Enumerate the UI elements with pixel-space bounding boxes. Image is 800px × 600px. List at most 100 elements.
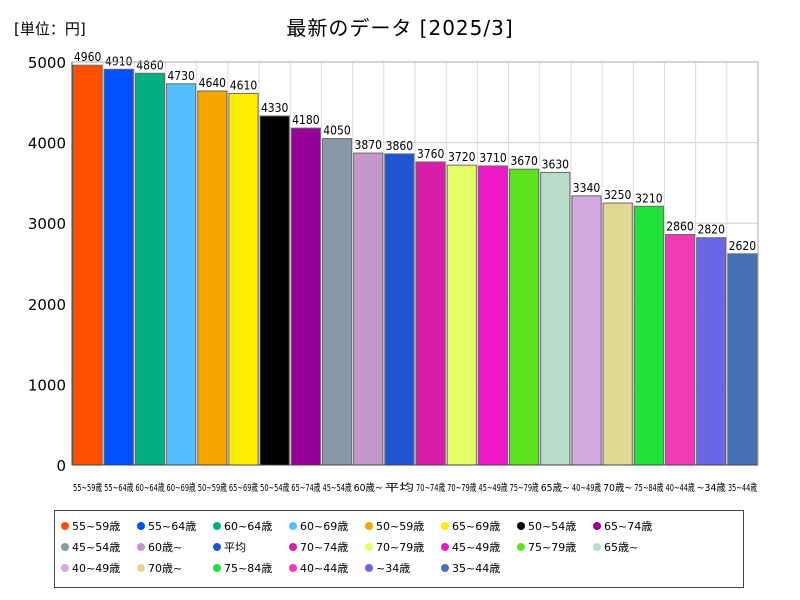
bar xyxy=(134,72,166,466)
legend-marker-icon xyxy=(441,542,449,551)
legend-item: 75~84歳 xyxy=(213,557,289,578)
y-tick-label: 5000 xyxy=(28,54,66,72)
x-tick-label: 55~64歳 xyxy=(104,482,133,494)
bar xyxy=(353,152,384,466)
bar xyxy=(540,171,571,466)
legend-item: 60歳~ xyxy=(137,536,213,557)
bar xyxy=(384,153,415,466)
legend-label: 75~79歳 xyxy=(528,540,577,554)
legend-label: 60~69歳 xyxy=(300,519,349,533)
legend-item: 45~54歳 xyxy=(61,536,137,557)
x-tick-label: 45~54歳 xyxy=(322,482,351,494)
bar xyxy=(415,161,446,466)
x-tick-label: ~34歳 xyxy=(697,482,726,494)
x-tick-label: 60~64歳 xyxy=(135,482,164,494)
legend-marker-icon xyxy=(213,542,221,551)
bar xyxy=(727,253,758,466)
x-tick-label: 70~79歳 xyxy=(447,482,476,494)
data-label: 3860 xyxy=(386,139,414,153)
data-label: 3870 xyxy=(354,138,382,152)
data-label: 3250 xyxy=(604,188,632,202)
legend-label: 65~69歳 xyxy=(452,519,501,533)
legend-item: 65~74歳 xyxy=(593,515,669,536)
bar xyxy=(633,205,664,466)
legend-marker-icon xyxy=(441,563,449,572)
bar xyxy=(446,164,477,466)
x-tick-label: 70歳~ xyxy=(603,482,632,494)
x-tick-label: 50~59歳 xyxy=(198,482,227,494)
data-label: 4860 xyxy=(136,58,164,72)
legend-label: 45~49歳 xyxy=(452,540,501,554)
legend-item: 70~74歳 xyxy=(289,536,365,557)
data-label: 4730 xyxy=(167,69,195,83)
legend-label: 70~74歳 xyxy=(300,540,349,554)
x-tick-label: 65~69歳 xyxy=(229,482,258,494)
legend-item: 70歳~ xyxy=(137,557,213,578)
x-tick-label: 45~49歳 xyxy=(478,482,507,494)
data-label: 3630 xyxy=(542,157,570,171)
chart-title: 最新のデータ [2025/3] xyxy=(286,16,514,40)
legend-marker-icon xyxy=(289,542,297,551)
legend-item: 45~49歳 xyxy=(441,536,517,557)
data-label: 3710 xyxy=(479,151,507,165)
legend-label: 70歳~ xyxy=(148,561,183,575)
legend-marker-icon xyxy=(61,521,69,530)
bar xyxy=(103,68,134,466)
data-label: 4180 xyxy=(292,113,320,127)
data-label: 4640 xyxy=(199,76,227,90)
data-label: 3760 xyxy=(417,147,445,161)
x-tick-label: 50~54歳 xyxy=(260,482,289,494)
x-tick-label: 60~69歳 xyxy=(167,482,196,494)
x-tick-label: 60歳~ xyxy=(354,482,383,494)
data-label: 3340 xyxy=(573,181,601,195)
x-tick-label: 40~49歳 xyxy=(572,482,601,494)
y-tick-label: 3000 xyxy=(28,215,66,233)
legend-label: 75~84歳 xyxy=(224,561,273,575)
legend-label: 70~79歳 xyxy=(376,540,425,554)
x-tick-label: 75~79歳 xyxy=(510,482,539,494)
legend-item: 35~44歳 xyxy=(441,557,517,578)
legend-label: 40~49歳 xyxy=(72,561,121,575)
x-tick-label: 55~59歳 xyxy=(73,482,102,494)
legend-marker-icon xyxy=(593,521,601,530)
data-label: 4330 xyxy=(261,101,289,115)
legend-item: 60~64歳 xyxy=(213,515,289,536)
legend-label: 55~59歳 xyxy=(72,519,121,533)
bar xyxy=(696,237,727,466)
legend-marker-icon xyxy=(593,542,601,551)
legend-marker-icon xyxy=(365,521,373,530)
y-tick-label: 2000 xyxy=(28,296,66,314)
bar xyxy=(571,195,602,466)
x-tick-label: 75~84歳 xyxy=(634,482,663,494)
data-label: 3720 xyxy=(448,150,476,164)
legend-item: 55~64歳 xyxy=(137,515,213,536)
legend-item: 40~49歳 xyxy=(61,557,137,578)
data-label: 2820 xyxy=(697,223,725,237)
legend-item: 50~59歳 xyxy=(365,515,441,536)
bar xyxy=(197,90,228,466)
legend-label: 65歳~ xyxy=(604,540,639,554)
legend-label: 50~54歳 xyxy=(528,519,577,533)
legend-item: 60~69歳 xyxy=(289,515,365,536)
legend-label: 35~44歳 xyxy=(452,561,501,575)
legend-label: 60歳~ xyxy=(148,540,183,554)
legend-marker-icon xyxy=(137,521,145,530)
data-label: 4960 xyxy=(74,50,102,64)
legend-label: 55~64歳 xyxy=(148,519,197,533)
data-label: 3670 xyxy=(510,154,538,168)
legend-marker-icon xyxy=(61,542,69,551)
y-tick-label: 1000 xyxy=(28,376,66,394)
legend-marker-icon xyxy=(365,563,373,572)
legend-label: 50~59歳 xyxy=(376,519,425,533)
legend-item: 40~44歳 xyxy=(289,557,365,578)
x-tick-label: 40~44歳 xyxy=(665,482,694,494)
legend-label: 40~44歳 xyxy=(300,561,349,575)
legend-marker-icon xyxy=(517,542,525,551)
x-tick-label: 70~74歳 xyxy=(416,482,445,494)
legend-label: 平均 xyxy=(224,540,246,554)
y-tick-label: 0 xyxy=(56,457,66,475)
bar xyxy=(664,233,696,466)
data-label: 4910 xyxy=(105,54,133,68)
bar xyxy=(166,83,197,466)
